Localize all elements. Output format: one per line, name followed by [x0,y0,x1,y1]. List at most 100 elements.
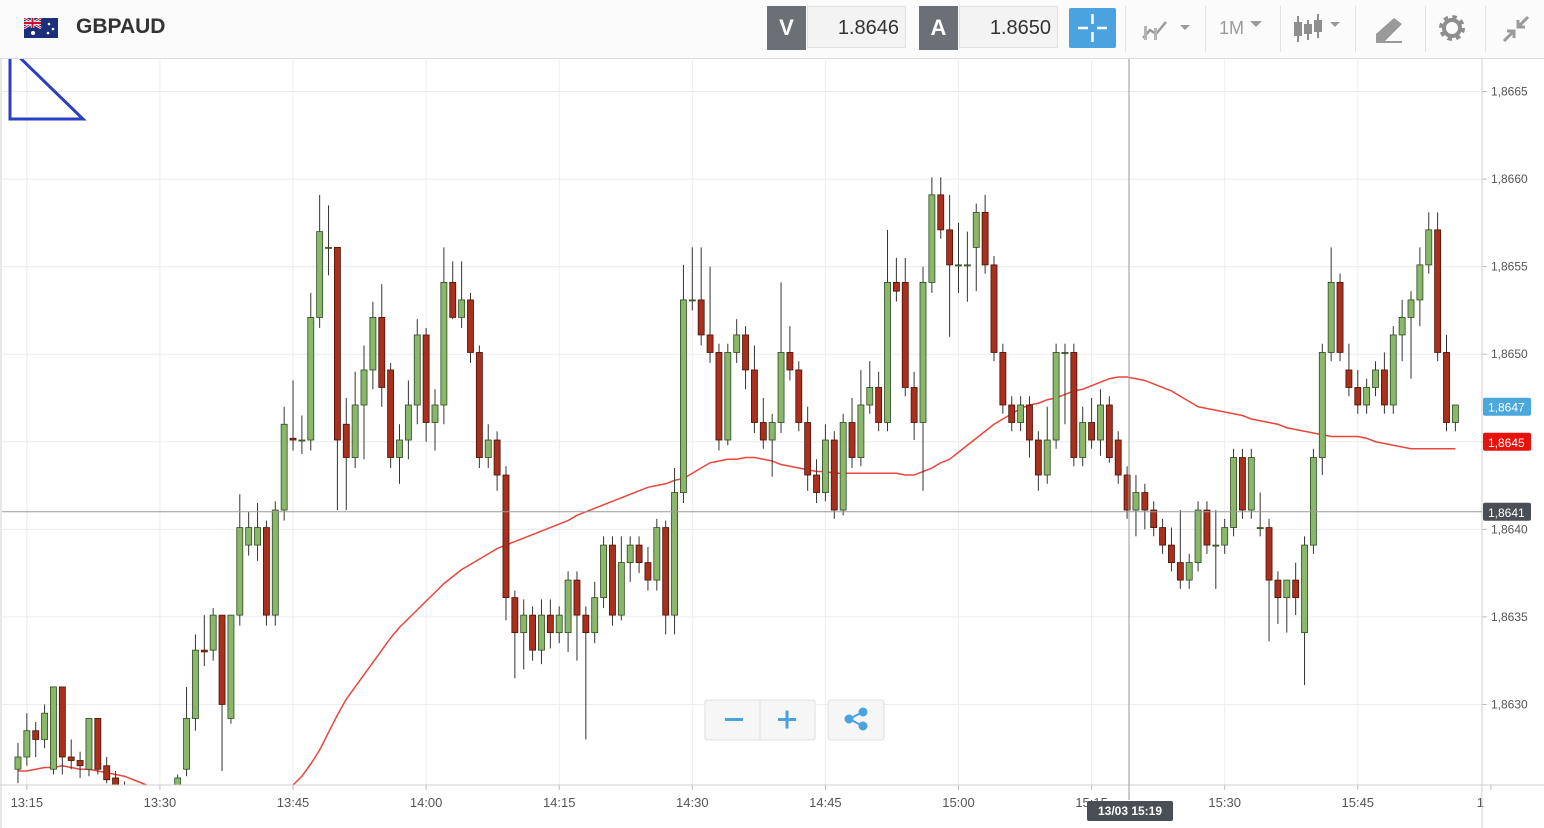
timeframe-button[interactable]: 1M [1219,18,1245,38]
candle-body [174,777,182,785]
candle-body [1327,282,1335,353]
sell-price[interactable]: 1.8646 [807,6,906,48]
candle-body [1256,527,1264,529]
candle-style-button[interactable] [1292,12,1348,46]
x-tick-label: 15:30 [1208,795,1241,810]
chart-type-button[interactable] [1140,14,1195,44]
candle-body [1372,369,1379,388]
candle-body [937,194,945,231]
candle-body [14,756,22,770]
candle-body [1416,264,1424,301]
candle-body [910,387,918,423]
candle-body [50,686,57,770]
moving-average-line [17,376,1456,785]
settings-button[interactable] [1437,13,1467,43]
candle-body [1425,229,1433,266]
candle-body [901,282,909,388]
candle-body [1336,282,1344,353]
candle-body [1389,334,1397,406]
axes: 1,8630 1,8635 1,8640 1,8645 1,8650 1,8655 1,86… [11,85,1528,810]
candle-body [1150,509,1158,528]
x-tick-label: 14:00 [410,795,443,810]
candle-body [440,282,448,406]
buy-label[interactable]: A [919,6,958,50]
candle-body [298,439,306,442]
candle-body [351,404,359,458]
timeframe-caret[interactable] [1249,20,1263,30]
candle-body [493,439,501,476]
collapse-button[interactable] [1500,13,1532,45]
zoom-in-button[interactable] [778,710,796,729]
candle-body [32,730,40,740]
candle-body [857,404,865,458]
candle-body [431,404,439,423]
candle-body [333,246,341,441]
candle-body [396,439,403,458]
crosshair-time-label: 13/03 15:19 [1098,804,1162,818]
candle-body [546,614,554,634]
candle-body [227,614,235,719]
draw-tool-button[interactable] [1372,14,1408,44]
candle-body [555,614,563,634]
buy-price[interactable]: 1.8650 [959,6,1058,48]
candle-body [777,352,785,423]
candle-body [813,474,820,493]
candle-body [369,317,377,371]
candle-body [635,544,643,563]
candle-body [1123,474,1131,511]
candle-body [1043,439,1051,476]
candle-body [1168,544,1175,563]
x-tick-label: 14:45 [809,795,842,810]
candle-body [1105,404,1113,458]
candle-body [529,614,537,651]
x-tick-label: 14:15 [543,795,576,810]
candle-body [1097,404,1104,441]
y-tick-label: 1,8635 [1491,610,1528,624]
candle-body [1407,299,1415,318]
candle-body [360,369,368,406]
sell-label[interactable]: V [767,6,806,50]
candle-body [511,597,519,634]
drawn-triangle[interactable] [8,44,87,121]
candle-body [751,369,758,423]
candle-body [804,422,812,476]
share-button[interactable] [844,707,868,731]
candle-body [58,686,66,758]
candle-body [875,387,883,423]
candle-body [449,282,457,318]
candle-body [697,299,705,336]
price-tag [1483,432,1531,451]
candle-body [653,527,661,581]
candle-body [786,352,794,371]
candle-body [617,562,625,616]
y-tick-label: 1,8665 [1491,85,1528,99]
crosshair-button[interactable] [1069,8,1116,48]
crosshair-price-tag [1483,502,1531,521]
candle-body [1176,562,1184,581]
y-tick-label: 1,8630 [1491,697,1528,711]
candles [14,177,1459,785]
candle-body [307,317,315,441]
price-tag-label: 1,8647 [1488,401,1525,415]
candle-body [564,579,572,634]
candle-body [280,423,288,511]
x-tick-label: 1 [1477,795,1484,810]
candle-body [671,492,678,616]
candle-body [1212,544,1220,547]
candle-body [325,246,332,249]
candle-body [1265,527,1273,581]
candle-body [316,231,324,318]
candle-body [1301,544,1308,634]
candle-body [990,264,998,353]
candle-body [1132,492,1140,511]
crosshair-price-label: 1,8641 [1488,506,1525,520]
zoom-out-button[interactable] [725,718,743,721]
x-tick-label: 13:45 [277,795,310,810]
candle-body [1345,369,1353,388]
candle-body [378,317,386,388]
candle-body [85,718,93,770]
candle-body [1283,579,1291,599]
tags: 1,8647 1,8645 1,8641 13/03 15:19 [2,397,1531,821]
candle-body [1017,404,1025,423]
